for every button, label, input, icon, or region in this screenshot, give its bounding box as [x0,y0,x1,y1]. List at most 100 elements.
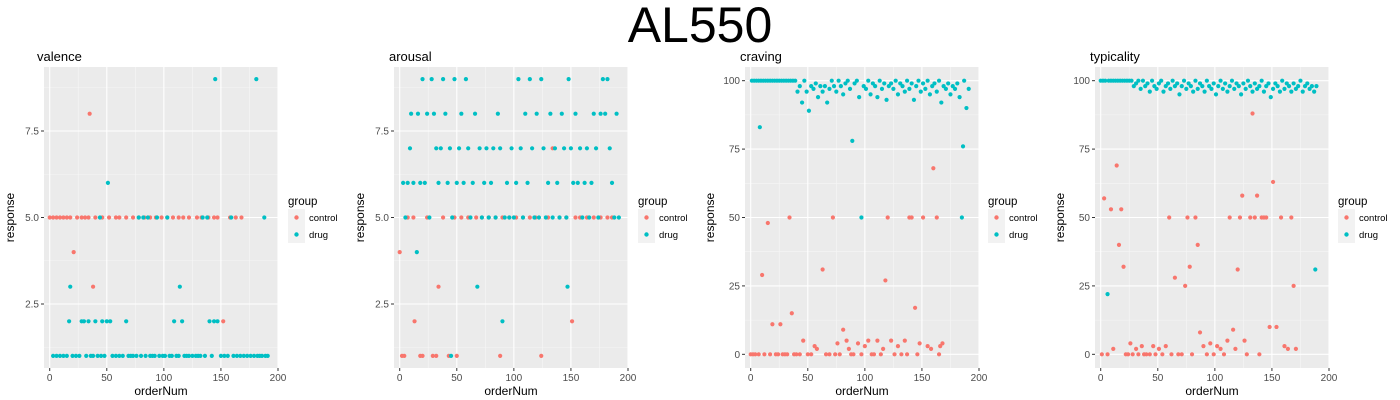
point-drug [559,111,564,116]
point-control [1231,327,1236,332]
point-control [1195,242,1200,247]
panel-valence: 0 50 100 150 200 2.5 5.0 7.5 valence orderNum resp… [3,49,338,398]
point-control [51,215,56,220]
point-control [1197,330,1203,335]
point-drug [955,81,960,86]
y-tick-label: 0 [734,350,740,361]
point-control [1267,324,1272,330]
point-control [1211,352,1216,357]
point-control [170,215,176,220]
point-control [1235,267,1240,272]
point-drug [466,146,471,151]
point-control [113,215,119,220]
point-drug [811,86,816,91]
point-control [1119,207,1124,212]
point-control [875,338,880,343]
point-control [789,311,794,316]
point-control [1254,193,1260,198]
point-drug [1248,84,1253,89]
point-drug [420,77,425,82]
point-drug [582,180,587,186]
point-control [1248,215,1253,220]
y-tick-label: 100 [723,76,740,87]
point-control [57,215,63,220]
point-drug [93,319,98,324]
point-drug [1147,89,1152,94]
point-drug [1227,84,1232,89]
point-drug [596,215,601,220]
point-control [1244,352,1249,357]
point-drug [893,78,898,83]
point-control [411,215,416,220]
point-control [1257,352,1262,357]
point-control [1114,163,1119,168]
point-drug [1179,84,1184,89]
x-tick-label: 150 [213,373,230,384]
point-drug [879,86,885,91]
point-control [1151,344,1156,349]
point-drug [854,78,859,83]
point-control [778,322,783,327]
point-drug [130,353,136,358]
y-tick-label: 50 [1079,213,1091,224]
point-drug [966,86,971,91]
point-control [1144,352,1149,357]
point-drug [566,77,571,82]
y-tick-label: 25 [1079,281,1091,292]
point-control [498,353,503,358]
point-drug [561,146,567,151]
point-drug [532,215,537,220]
point-drug [548,111,553,116]
point-drug [1257,84,1262,89]
point-control [835,341,840,346]
point-drug [459,111,464,116]
point-drug [165,215,170,220]
point-control [797,352,802,357]
point-drug [502,215,507,220]
point-drug [850,138,855,143]
point-control [106,215,112,220]
point-drug [1286,84,1292,89]
point-drug [97,215,103,220]
point-control [1293,346,1298,351]
point-control [239,215,244,220]
point-control [1274,324,1279,330]
point-drug [557,215,562,220]
point-control [1193,215,1198,220]
point-control [756,352,761,357]
point-drug [213,77,218,82]
point-drug [895,92,901,97]
point-drug [1239,92,1244,97]
point-drug [1291,81,1296,86]
point-control [1242,338,1247,343]
point-drug [154,215,160,220]
point-drug [799,100,805,105]
point-drug [952,86,958,91]
legend-label-control: control [1359,213,1388,224]
point-drug [445,180,450,186]
point-drug [100,319,105,324]
point-control [1116,242,1122,247]
point-drug [962,78,967,83]
point-control [862,344,867,349]
main-title: AL550 [627,0,773,53]
point-control [931,166,936,171]
point-drug [518,146,523,151]
point-drug [248,353,253,358]
point-drug [429,77,434,82]
point-drug [77,353,82,358]
point-control [841,327,846,332]
point-control [527,215,532,220]
point-drug [262,215,267,220]
point-drug [936,78,942,83]
point-drug [527,77,532,82]
point-control [866,338,871,343]
point-drug [1149,78,1155,83]
legend-swatch-control [1344,215,1349,220]
point-drug [241,353,246,358]
x-tick-label: 0 [1098,373,1104,384]
legend-label-drug: drug [1009,230,1028,241]
point-control [837,352,842,357]
point-drug [162,353,168,358]
